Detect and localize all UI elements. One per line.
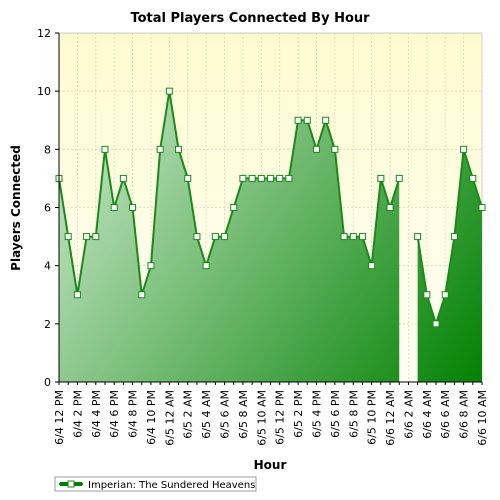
x-tick-label: 6/5 12 AM — [163, 390, 176, 446]
data-point — [211, 233, 219, 241]
data-point — [230, 204, 238, 211]
data-point — [368, 262, 376, 270]
data-point — [165, 87, 173, 95]
data-point — [450, 233, 458, 241]
x-tick-label: 6/5 2 PM — [292, 390, 305, 438]
chart-title: Total Players Connected By Hour — [130, 11, 370, 26]
data-point — [138, 291, 146, 299]
data-point — [331, 145, 339, 153]
x-tick-label: 6/6 4 AM — [421, 390, 434, 439]
data-point — [92, 233, 100, 241]
data-point — [358, 233, 366, 241]
data-point — [156, 145, 164, 153]
data-point — [469, 174, 477, 182]
data-point — [193, 233, 201, 241]
x-tick-label: 6/4 12 PM — [53, 390, 66, 445]
data-point — [129, 204, 137, 211]
data-point — [202, 262, 210, 270]
data-point — [386, 204, 394, 211]
data-point — [248, 174, 256, 182]
data-point — [340, 233, 348, 241]
y-axis-label: Players Connected — [9, 145, 23, 271]
legend-box — [54, 476, 257, 492]
legend-marker — [67, 480, 75, 488]
x-ticks: 6/4 12 PM 6/4 2 PM 6/4 4 PM 6/4 6 PM 6/4 8 P… — [53, 382, 489, 446]
x-tick-label: 6/5 4 PM — [310, 390, 323, 438]
x-tick-label: 6/5 10 AM — [255, 390, 268, 446]
data-point — [276, 174, 284, 182]
y-tick-label: 8 — [44, 143, 51, 156]
data-point — [175, 145, 183, 153]
x-tick-label: 6/6 8 AM — [458, 390, 471, 439]
y-tick-label: 0 — [44, 376, 51, 389]
data-point — [267, 174, 274, 182]
line-layer — [58, 91, 483, 328]
grid — [58, 33, 483, 382]
data-point — [239, 174, 247, 182]
series-line — [58, 91, 401, 296]
y-ticks: 0 2 4 6 8 10 12 — [37, 27, 59, 389]
data-point — [395, 174, 403, 182]
y-tick-label: 4 — [44, 260, 51, 273]
x-tick-label: 6/6 12 AM — [384, 390, 397, 446]
data-point — [312, 145, 320, 153]
data-point — [460, 145, 468, 153]
data-point — [414, 233, 422, 241]
data-point — [257, 174, 265, 182]
data-point — [184, 174, 192, 182]
x-tick-label: 6/4 8 PM — [127, 390, 140, 438]
data-point — [423, 291, 431, 299]
legend-series-name: Imperian: The Sundered Heavens — [88, 480, 255, 491]
data-point — [64, 233, 72, 241]
x-tick-label: 6/5 12 PM — [274, 390, 287, 445]
x-tick-label: 6/4 10 PM — [145, 390, 158, 445]
y-tick-label: 6 — [44, 202, 51, 215]
data-point — [303, 116, 311, 124]
x-tick-label: 6/5 4 AM — [200, 390, 213, 439]
marker-layer — [55, 87, 486, 328]
x-tick-label: 6/6 2 AM — [402, 390, 415, 439]
data-point — [73, 291, 81, 299]
data-point — [221, 233, 229, 241]
data-point — [101, 145, 109, 153]
data-point — [285, 174, 293, 182]
data-point — [478, 204, 486, 211]
x-tick-label: 6/5 8 PM — [347, 390, 360, 438]
y-tick-label: 2 — [44, 318, 51, 331]
data-point — [110, 204, 118, 211]
x-tick-label: 6/5 2 AM — [182, 390, 195, 439]
data-point — [119, 174, 127, 182]
x-tick-label: 6/4 4 PM — [90, 390, 103, 438]
x-axis-label: Hour — [254, 458, 287, 472]
y-tick-label: 12 — [37, 27, 51, 40]
legend: Imperian: The Sundered Heavens — [54, 476, 257, 492]
x-tick-label: 6/5 10 PM — [366, 390, 379, 445]
series-line — [416, 149, 483, 328]
data-point — [432, 320, 440, 328]
series-area — [59, 91, 400, 382]
data-point — [349, 233, 357, 241]
data-point — [83, 233, 91, 241]
y-tick-label: 10 — [37, 85, 51, 98]
data-point — [294, 116, 302, 124]
x-tick-label: 6/4 2 PM — [71, 390, 84, 438]
x-tick-label: 6/6 6 AM — [439, 390, 452, 439]
x-tick-label: 6/5 6 PM — [329, 390, 342, 438]
data-point — [377, 174, 385, 182]
x-tick-label: 6/5 8 AM — [237, 390, 250, 439]
data-point — [441, 291, 449, 299]
data-point — [147, 262, 155, 270]
x-tick-label: 6/4 6 PM — [108, 390, 121, 438]
data-point — [322, 116, 330, 124]
x-tick-label: 6/5 6 AM — [219, 390, 232, 439]
x-tick-label: 6/6 10 AM — [476, 390, 489, 446]
